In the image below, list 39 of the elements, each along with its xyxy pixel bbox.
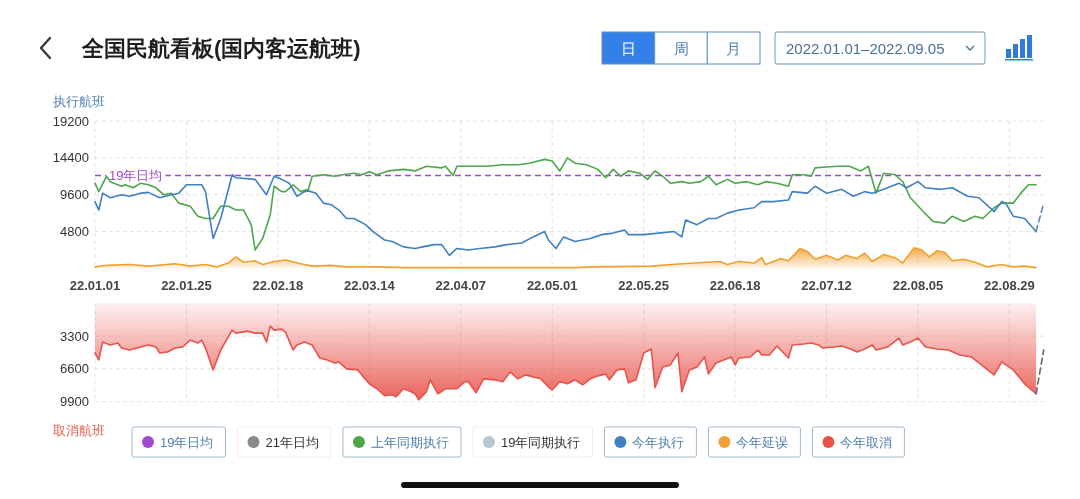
ref-line-label: 19年日均 — [109, 168, 163, 183]
y-tick-label: 4800 — [60, 224, 89, 240]
x-tick-label: 22.08.29 — [984, 277, 1035, 293]
x-tick-label: 22.05.25 — [618, 277, 669, 293]
x-tick-label: 22.02.18 — [252, 277, 304, 293]
legend-label: 19年同期执行 — [500, 434, 581, 450]
legend-item: 今年取消 — [811, 426, 905, 458]
y-tick-label: 14400 — [52, 150, 89, 166]
legend-label: 上年同期执行 — [370, 434, 449, 450]
y-tick-label: 3300 — [60, 328, 89, 344]
date-range-dropdown: 2022.01.01–2022.09.05 — [774, 31, 986, 65]
x-tick-label: 22.07.12 — [801, 277, 852, 293]
legend-item: 19年同期执行 — [472, 426, 593, 458]
legend-item: 21年日均 — [236, 426, 332, 458]
x-tick-label: 22.04.07 — [435, 277, 487, 293]
y-tick-label: 6600 — [60, 361, 89, 377]
y-tick-label: 19200 — [52, 113, 89, 129]
legend-item: 上年同期执行 — [342, 426, 462, 458]
axis-title: 取消航班 — [53, 423, 105, 439]
legend-item: 今年延误 — [707, 426, 801, 458]
legend-item: 19年日均 — [131, 426, 226, 458]
x-tick-label: 22.08.05 — [892, 277, 944, 293]
toggle-button: 日 — [601, 31, 656, 65]
x-tick-label: 22.03.14 — [344, 277, 395, 293]
toggle-button: 月 — [706, 31, 761, 65]
x-tick-label: 22.05.01 — [526, 277, 578, 293]
x-tick-label: 22.01.01 — [69, 277, 121, 293]
y-tick-label: 9600 — [60, 187, 89, 203]
legend-label: 今年执行 — [632, 434, 685, 450]
title: 全国民航看板(国内客运航班) — [82, 35, 361, 61]
legend-label: 今年取消 — [840, 434, 893, 450]
y-tick-label: 9900 — [60, 394, 89, 410]
x-tick-label: 22.01.25 — [161, 277, 212, 293]
axis-title: 执行航班 — [53, 93, 105, 109]
legend-label: 今年延误 — [736, 434, 789, 450]
x-tick-label: 22.06.18 — [709, 277, 761, 293]
legend-label: 21年日均 — [265, 434, 319, 450]
toggle-button: 周 — [654, 31, 708, 65]
legend-item: 今年执行 — [603, 426, 697, 458]
